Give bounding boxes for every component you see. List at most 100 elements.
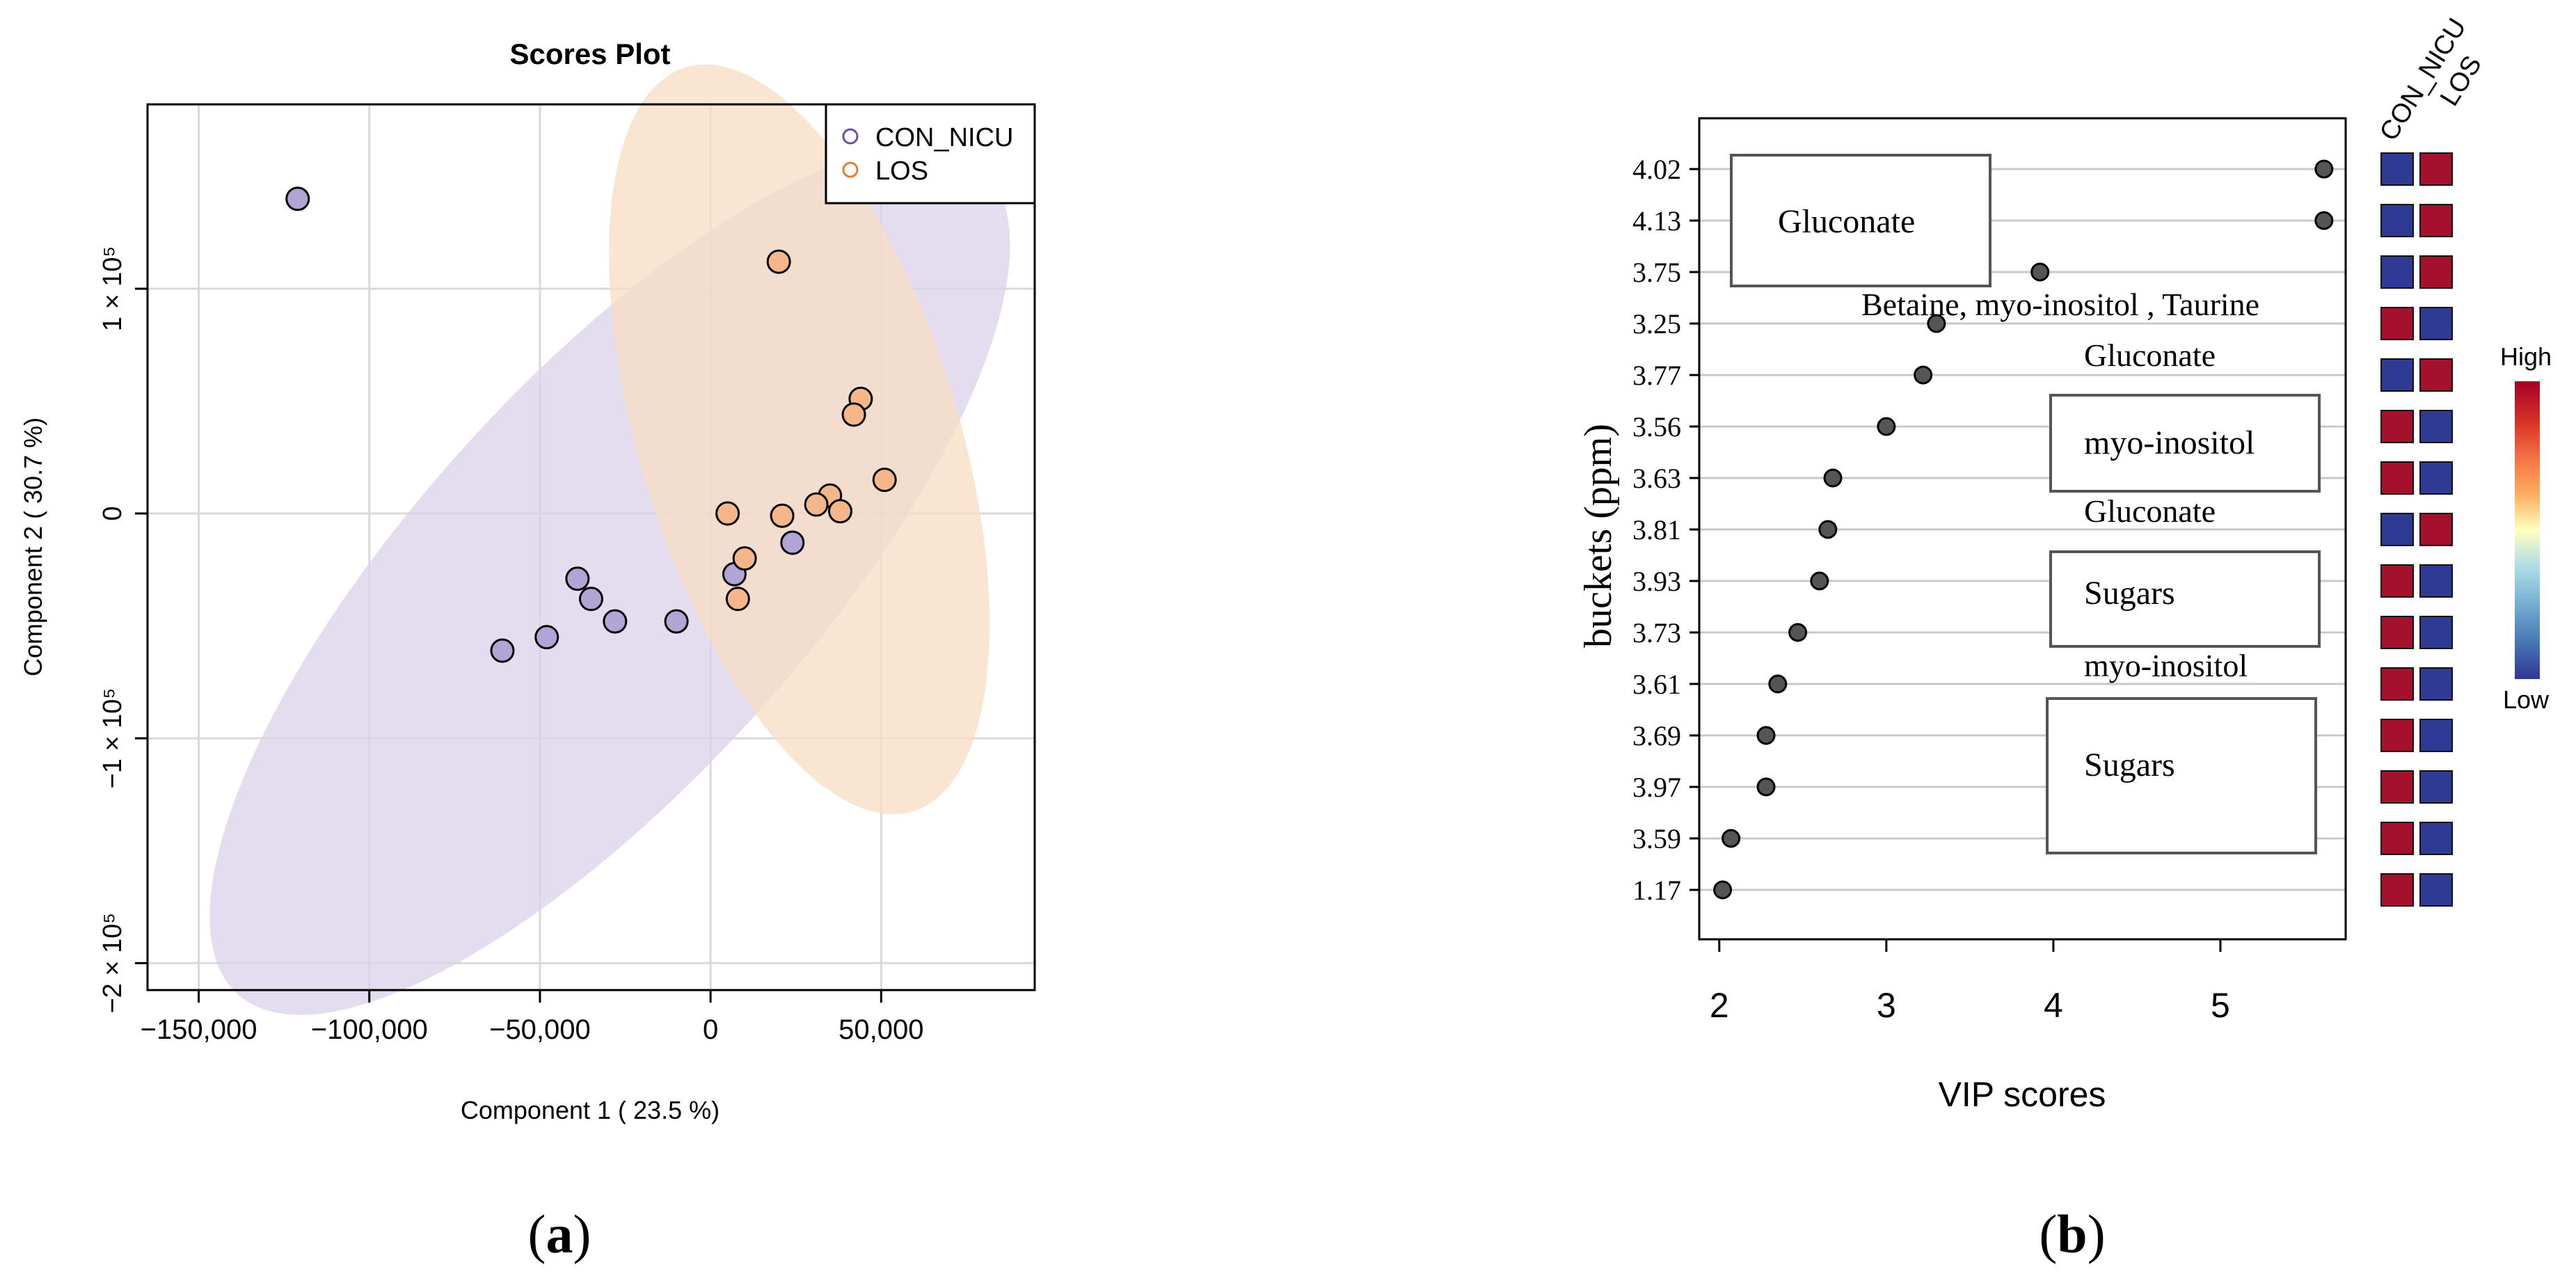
x-tick-label-0: −150,000 — [141, 1014, 257, 1045]
vip-x-tick-label-2: 4 — [2044, 986, 2063, 1025]
bucket-label: 3.61 — [1632, 669, 1681, 700]
vip-point-3 — [1927, 314, 1946, 333]
point-con-nicu-8 — [780, 530, 805, 555]
vip-points — [1713, 159, 2334, 900]
vip-x-label: VIP scores — [1939, 1075, 2106, 1114]
vip-point-7 — [1818, 520, 1838, 539]
x-tick-label-1: −100,000 — [311, 1014, 428, 1045]
bucket-label: 3.69 — [1632, 720, 1681, 751]
vip-scores-panel: Gluconate Betaine, myo-inositol , Taurin… — [1577, 13, 2552, 1264]
point-con-nicu-0 — [285, 186, 310, 212]
confidence-ellipses — [209, 64, 1010, 1015]
heatmap-cell-los — [2419, 616, 2453, 649]
heatmap-cell-con-nicu — [2380, 616, 2414, 649]
bucket-label: 3.25 — [1632, 308, 1681, 340]
heatmap-cell-los — [2419, 410, 2453, 443]
heatmap-cell-con-nicu — [2380, 152, 2414, 186]
bucket-label: 3.73 — [1632, 617, 1681, 648]
point-con-nicu-3 — [565, 566, 590, 591]
vip-y-label: buckets (ppm) — [1577, 424, 1620, 648]
point-con-nicu-1 — [490, 638, 515, 663]
scores-plot-x-axis: −150,000 −100,000 −50,000 0 50,000 — [141, 990, 923, 1045]
heatmap-cell-con-nicu — [2380, 564, 2414, 598]
bucket-label: 3.93 — [1632, 566, 1681, 597]
point-con-nicu-4 — [579, 587, 603, 612]
vip-x-axis: 2 3 4 5 — [1710, 939, 2230, 1025]
vip-point-5 — [1877, 417, 1896, 436]
heatmap-cell-los — [2419, 719, 2453, 752]
vip-point-8 — [1810, 571, 1829, 591]
heatmap-cell-con-nicu — [2380, 873, 2414, 907]
heatmap-cell-los — [2419, 204, 2453, 237]
annotation-gluconate-row-3-77: Gluconate — [2084, 337, 2216, 373]
heatmap-cell-los — [2419, 873, 2453, 907]
bucket-label: 3.59 — [1632, 823, 1681, 854]
vip-point-2 — [2030, 262, 2050, 282]
bucket-label: 3.81 — [1632, 514, 1681, 545]
vip-point-0 — [2314, 159, 2334, 179]
heatmap-cell-los — [2419, 564, 2453, 598]
heatmap-cell-los — [2419, 152, 2453, 186]
vip-point-10 — [1768, 674, 1788, 694]
point-los-7 — [715, 501, 740, 526]
heatmap-cell-con-nicu — [2380, 410, 2414, 443]
vip-y-axis-labels: 4.02 4.13 3.75 3.25 3.77 3.56 3.63 3.81 3.93 3.73… — [1632, 154, 1699, 906]
heatmap-cell-con-nicu — [2380, 513, 2414, 546]
heatmap-cell-con-nicu — [2380, 255, 2414, 289]
vip-point-1 — [2314, 211, 2334, 230]
scores-plot-x-label: Component 1 ( 23.5 %) — [461, 1096, 719, 1124]
scores-plot-title: Scores Plot — [509, 38, 670, 70]
vip-x-tick-label-0: 2 — [1710, 986, 1729, 1025]
bucket-label: 4.02 — [1632, 154, 1681, 185]
heatmap-cell-los — [2419, 461, 2453, 495]
point-los-0 — [766, 249, 791, 274]
panel-caption-a: (a) — [528, 1204, 591, 1264]
point-con-nicu-5 — [603, 609, 628, 634]
bucket-label: 3.75 — [1632, 257, 1681, 288]
scores-plot-y-axis: 1 × 10⁵ 0 −1 × 10⁵ −2 × 10⁵ — [98, 246, 148, 1014]
vip-point-11 — [1756, 726, 1776, 745]
heatmap-cell-con-nicu — [2380, 770, 2414, 804]
annotation-sugars-boxed-1: Sugars — [2084, 575, 2175, 612]
heatmap-cell-los — [2419, 255, 2453, 289]
heatmap-cell-los — [2419, 822, 2453, 855]
annotation-sugars-boxed-2: Sugars — [2084, 747, 2175, 783]
heatmap-color-scale: High Low — [2500, 342, 2552, 714]
point-los-2 — [841, 402, 866, 427]
scores-plot-points — [285, 186, 897, 663]
annotation-myo-inositol-boxed: myo-inositol — [2084, 424, 2255, 461]
bucket-label: 3.56 — [1632, 411, 1681, 443]
bucket-label: 1.17 — [1632, 875, 1681, 906]
point-con-nicu-2 — [534, 625, 559, 650]
heatmap-cell-con-nicu — [2380, 719, 2414, 752]
heatmap-cell-los — [2419, 307, 2453, 340]
heatmap-cell-con-nicu — [2380, 204, 2414, 237]
vip-plot-frame — [1698, 117, 2347, 941]
x-tick-label-4: 50,000 — [838, 1014, 923, 1045]
vip-point-9 — [1788, 623, 1808, 642]
y-tick-label-1: 0 — [98, 506, 127, 520]
legend-marker-los — [842, 161, 859, 178]
vip-point-4 — [1914, 365, 1933, 385]
point-los-3 — [872, 468, 897, 493]
annotation-box-sugars-1 — [2049, 550, 2321, 648]
point-los-10 — [725, 587, 750, 612]
vip-heatmap — [2380, 152, 2453, 907]
scores-plot-y-label: Component 2 ( 30.7 %) — [19, 417, 47, 676]
scores-plot-panel: Scores Plot −150,000 −100,000 −50,000 0 50,0… — [19, 38, 1036, 1264]
panel-caption-b: (b) — [2039, 1204, 2105, 1264]
vip-point-12 — [1756, 777, 1776, 797]
x-tick-label-3: 0 — [703, 1014, 718, 1045]
heatmap-cell-con-nicu — [2380, 358, 2414, 392]
legend-label-los: LOS — [875, 157, 928, 186]
y-tick-label-0: 1 × 10⁵ — [98, 246, 127, 331]
heatmap-cell-los — [2419, 513, 2453, 546]
heatmap-cell-con-nicu — [2380, 307, 2414, 340]
point-los-6 — [827, 499, 852, 524]
x-tick-label-2: −50,000 — [489, 1014, 591, 1045]
y-tick-label-2: −1 × 10⁵ — [98, 688, 127, 789]
vip-x-tick-label-1: 3 — [1877, 986, 1896, 1025]
bucket-label: 3.63 — [1632, 463, 1681, 494]
point-los-5 — [804, 492, 829, 517]
